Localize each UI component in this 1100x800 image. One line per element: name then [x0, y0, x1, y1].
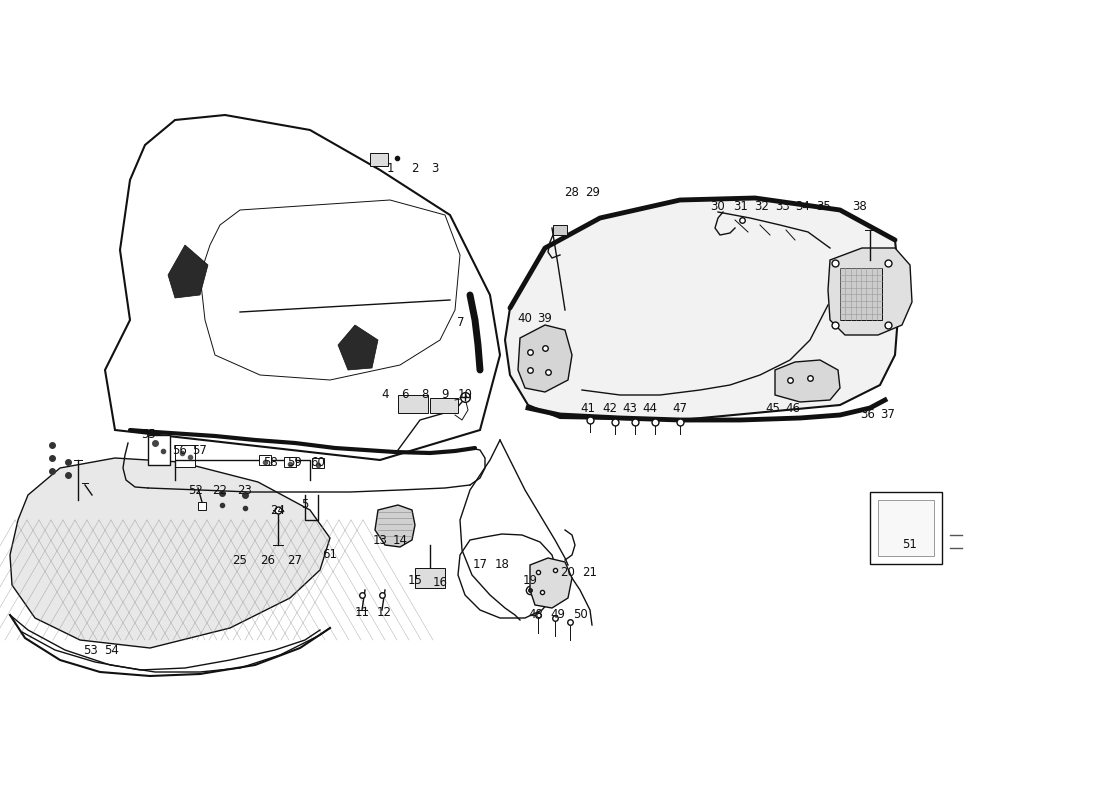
Polygon shape: [776, 360, 840, 402]
Polygon shape: [104, 115, 500, 460]
Text: 59: 59: [287, 455, 303, 469]
Text: 55: 55: [141, 429, 155, 442]
Text: 53: 53: [82, 643, 98, 657]
Text: 39: 39: [538, 311, 552, 325]
Polygon shape: [338, 325, 378, 370]
Text: 24: 24: [271, 503, 286, 517]
Bar: [840, 268, 882, 320]
Bar: [312, 458, 324, 468]
Bar: [878, 500, 934, 556]
Text: 12: 12: [376, 606, 392, 618]
Text: 13: 13: [373, 534, 387, 546]
Text: 23: 23: [238, 483, 252, 497]
Text: 57: 57: [192, 443, 208, 457]
Text: 6: 6: [402, 389, 409, 402]
Text: 36: 36: [860, 409, 876, 422]
Polygon shape: [168, 245, 208, 298]
Text: 56: 56: [173, 443, 187, 457]
Text: 4: 4: [382, 389, 388, 402]
Text: 20: 20: [561, 566, 575, 578]
Polygon shape: [828, 248, 912, 335]
Polygon shape: [375, 505, 415, 547]
Text: 28: 28: [564, 186, 580, 199]
Text: 10: 10: [458, 389, 472, 402]
Text: 44: 44: [642, 402, 658, 414]
Text: 2: 2: [411, 162, 419, 174]
Bar: [398, 395, 428, 413]
Text: 27: 27: [287, 554, 303, 566]
Text: 54: 54: [104, 643, 120, 657]
Text: 52: 52: [188, 483, 204, 497]
Text: 5: 5: [301, 498, 309, 511]
Text: 33: 33: [776, 201, 791, 214]
Bar: [258, 455, 271, 465]
Polygon shape: [530, 558, 572, 608]
Text: 22: 22: [212, 483, 228, 497]
Bar: [370, 153, 388, 166]
Text: 46: 46: [785, 402, 801, 414]
Text: 25: 25: [232, 554, 248, 566]
Text: 34: 34: [795, 201, 811, 214]
Text: 8: 8: [421, 389, 429, 402]
Text: 38: 38: [852, 201, 868, 214]
Bar: [198, 502, 206, 510]
Text: 31: 31: [734, 201, 748, 214]
Text: 45: 45: [766, 402, 780, 414]
Text: 30: 30: [711, 201, 725, 214]
Text: 32: 32: [755, 201, 769, 214]
Text: 11: 11: [354, 606, 370, 618]
Text: 42: 42: [603, 402, 617, 414]
Text: 21: 21: [583, 566, 597, 578]
Text: 41: 41: [581, 402, 595, 414]
Text: 58: 58: [263, 455, 277, 469]
Polygon shape: [505, 198, 900, 420]
Text: 49: 49: [550, 609, 565, 622]
Bar: [870, 492, 942, 564]
Text: 40: 40: [518, 311, 532, 325]
Text: 48: 48: [529, 609, 543, 622]
Text: 14: 14: [393, 534, 407, 546]
Text: 60: 60: [310, 455, 326, 469]
Polygon shape: [10, 458, 330, 648]
Text: 35: 35: [816, 201, 832, 214]
Text: 29: 29: [585, 186, 601, 199]
Text: 15: 15: [408, 574, 422, 586]
Text: 9: 9: [441, 389, 449, 402]
Text: 3: 3: [431, 162, 439, 174]
Text: 16: 16: [432, 575, 448, 589]
Text: 7: 7: [458, 315, 464, 329]
Text: 18: 18: [495, 558, 509, 571]
Text: 17: 17: [473, 558, 487, 571]
Text: 43: 43: [623, 402, 637, 414]
Bar: [175, 445, 195, 467]
Text: 61: 61: [322, 549, 338, 562]
Bar: [148, 435, 170, 465]
Bar: [430, 398, 458, 413]
Text: 1: 1: [386, 162, 394, 174]
Text: 50: 50: [573, 609, 587, 622]
Text: 37: 37: [881, 409, 895, 422]
Bar: [415, 568, 446, 588]
Text: 51: 51: [903, 538, 917, 551]
Bar: [553, 225, 566, 235]
Bar: [284, 457, 296, 467]
Text: 26: 26: [261, 554, 275, 566]
Text: 47: 47: [672, 402, 688, 414]
Text: 19: 19: [522, 574, 538, 586]
Polygon shape: [518, 325, 572, 392]
